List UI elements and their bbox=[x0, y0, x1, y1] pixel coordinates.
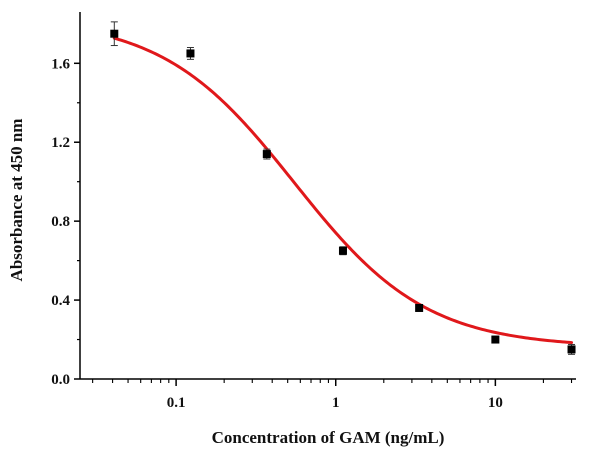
point-marker bbox=[186, 49, 195, 58]
x-tick-label: 10 bbox=[488, 395, 503, 411]
point-marker bbox=[491, 335, 500, 344]
y-tick-label: 0.4 bbox=[51, 293, 70, 309]
x-tick-label: 0.1 bbox=[167, 395, 186, 411]
data-point bbox=[491, 335, 500, 344]
data-point bbox=[110, 21, 119, 47]
point-marker bbox=[262, 150, 271, 159]
x-axis: 0.1 1 10 bbox=[92, 379, 573, 411]
data-point bbox=[567, 343, 576, 355]
point-marker bbox=[338, 246, 347, 255]
y-axis: 0.0 0.4 0.8 1.2 1.6 bbox=[51, 56, 80, 388]
y-tick-label: 1.6 bbox=[51, 56, 70, 72]
fit-curve-layer bbox=[112, 36, 574, 345]
data-points-layer bbox=[110, 21, 576, 355]
x-tick-label: 1 bbox=[332, 395, 340, 411]
y-tick-label: 1.2 bbox=[51, 135, 70, 151]
point-marker bbox=[110, 29, 119, 38]
data-point bbox=[262, 148, 271, 160]
x-axis-title: Concentration of GAM (ng/mL) bbox=[212, 428, 445, 447]
data-point bbox=[415, 303, 424, 312]
y-tick-label: 0.8 bbox=[51, 214, 70, 230]
point-marker bbox=[415, 303, 424, 312]
plot-frame bbox=[79, 12, 576, 380]
data-point bbox=[186, 47, 195, 60]
fit-curve bbox=[112, 36, 574, 345]
point-marker bbox=[567, 345, 576, 354]
y-axis-title: Absorbance at 450 nm bbox=[7, 119, 26, 282]
y-tick-label: 0.0 bbox=[51, 372, 70, 388]
data-point bbox=[338, 246, 347, 256]
